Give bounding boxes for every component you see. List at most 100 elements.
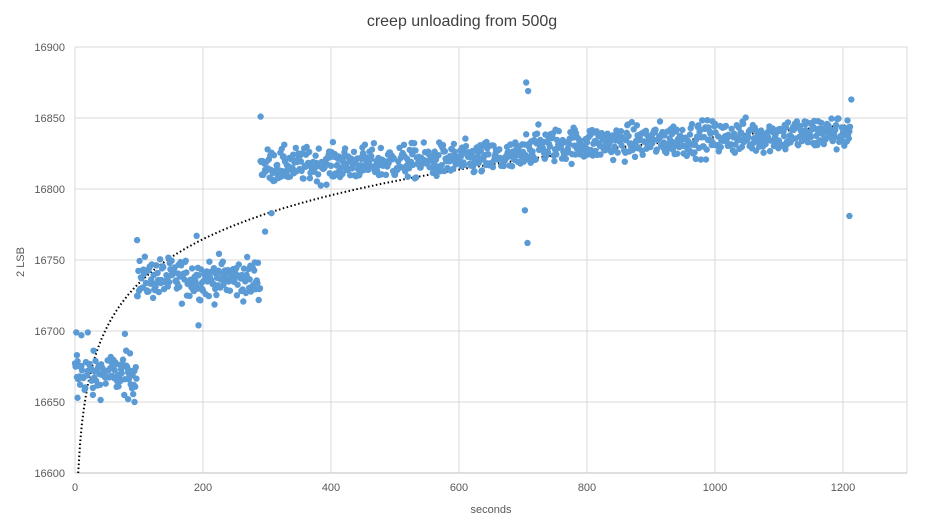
y-tick-label: 16850 xyxy=(34,113,65,125)
data-point xyxy=(78,367,86,374)
data-point xyxy=(315,145,322,152)
data-point xyxy=(799,136,806,143)
y-axis-title: 2 LSB xyxy=(15,247,27,277)
data-point xyxy=(568,160,575,168)
data-point xyxy=(92,357,99,365)
data-point xyxy=(489,163,497,171)
data-point xyxy=(766,148,774,155)
data-point xyxy=(782,124,790,131)
data-point xyxy=(523,79,530,86)
data-point xyxy=(524,239,531,247)
trendline-group xyxy=(77,124,849,474)
data-point xyxy=(97,396,104,404)
data-point xyxy=(341,145,349,152)
data-point xyxy=(621,158,628,165)
data-point xyxy=(254,279,261,287)
data-point xyxy=(377,144,385,152)
data-point xyxy=(477,147,484,154)
data-point xyxy=(226,287,234,294)
data-point xyxy=(535,121,542,128)
data-point xyxy=(508,163,516,170)
data-point xyxy=(274,161,281,169)
data-point xyxy=(317,182,324,189)
data-point xyxy=(546,143,554,150)
data-point xyxy=(153,262,160,269)
data-point xyxy=(438,162,445,169)
grid xyxy=(74,46,907,474)
x-axis-title: seconds xyxy=(471,504,512,516)
data-point xyxy=(246,276,253,283)
data-point xyxy=(306,148,313,156)
data-point xyxy=(610,156,617,164)
data-point xyxy=(533,130,541,137)
data-point xyxy=(433,172,440,180)
data-point xyxy=(145,288,152,295)
data-point xyxy=(679,126,686,134)
data-point xyxy=(450,140,458,148)
data-point xyxy=(784,119,792,126)
data-point xyxy=(297,158,305,165)
data-point xyxy=(735,124,742,131)
data-point xyxy=(524,87,532,95)
data-point xyxy=(78,332,85,339)
data-point xyxy=(818,119,825,127)
data-point xyxy=(370,140,378,147)
data-point xyxy=(240,298,247,305)
data-point xyxy=(312,152,319,159)
data-point xyxy=(704,117,711,124)
data-point xyxy=(656,118,664,125)
data-point xyxy=(639,151,646,158)
data-point xyxy=(835,115,842,122)
data-point xyxy=(745,134,752,141)
data-point xyxy=(350,148,358,155)
data-point xyxy=(544,149,552,156)
data-point xyxy=(90,347,97,354)
data-point xyxy=(327,162,335,169)
data-point xyxy=(368,146,376,153)
data-point xyxy=(617,128,625,135)
x-tick-labels: 0 200 400 600 800 1000 1200 xyxy=(72,482,855,494)
data-points xyxy=(71,79,855,406)
data-point xyxy=(73,329,80,336)
data-point xyxy=(462,135,469,142)
data-point xyxy=(469,162,477,170)
data-point xyxy=(435,152,442,159)
data-point xyxy=(827,125,834,133)
data-point xyxy=(390,154,397,162)
y-tick-label: 16800 xyxy=(34,184,65,196)
data-point xyxy=(593,128,600,135)
data-point xyxy=(807,133,815,140)
data-point xyxy=(412,174,420,181)
data-point xyxy=(136,257,143,265)
data-point xyxy=(160,264,167,271)
data-point xyxy=(457,153,465,160)
data-point xyxy=(740,120,747,127)
data-point xyxy=(846,123,854,130)
data-point xyxy=(74,358,81,365)
data-point xyxy=(111,366,118,374)
data-point xyxy=(257,113,264,120)
data-point xyxy=(500,162,507,170)
data-point xyxy=(565,140,573,148)
data-point xyxy=(614,149,621,156)
data-point xyxy=(521,207,529,214)
data-point xyxy=(154,269,161,277)
data-point xyxy=(702,156,710,163)
data-point xyxy=(315,171,322,178)
data-point xyxy=(496,146,503,153)
data-point xyxy=(738,143,746,151)
data-point xyxy=(692,155,699,163)
data-point xyxy=(235,261,242,268)
data-point xyxy=(485,151,492,158)
data-point xyxy=(182,257,189,264)
data-point xyxy=(292,144,299,152)
data-point xyxy=(361,141,369,148)
data-point xyxy=(213,291,220,299)
data-point xyxy=(220,281,227,288)
data-point xyxy=(133,236,141,244)
data-point xyxy=(831,133,838,141)
data-point xyxy=(832,122,840,129)
data-point xyxy=(722,122,730,130)
data-point xyxy=(126,350,134,357)
